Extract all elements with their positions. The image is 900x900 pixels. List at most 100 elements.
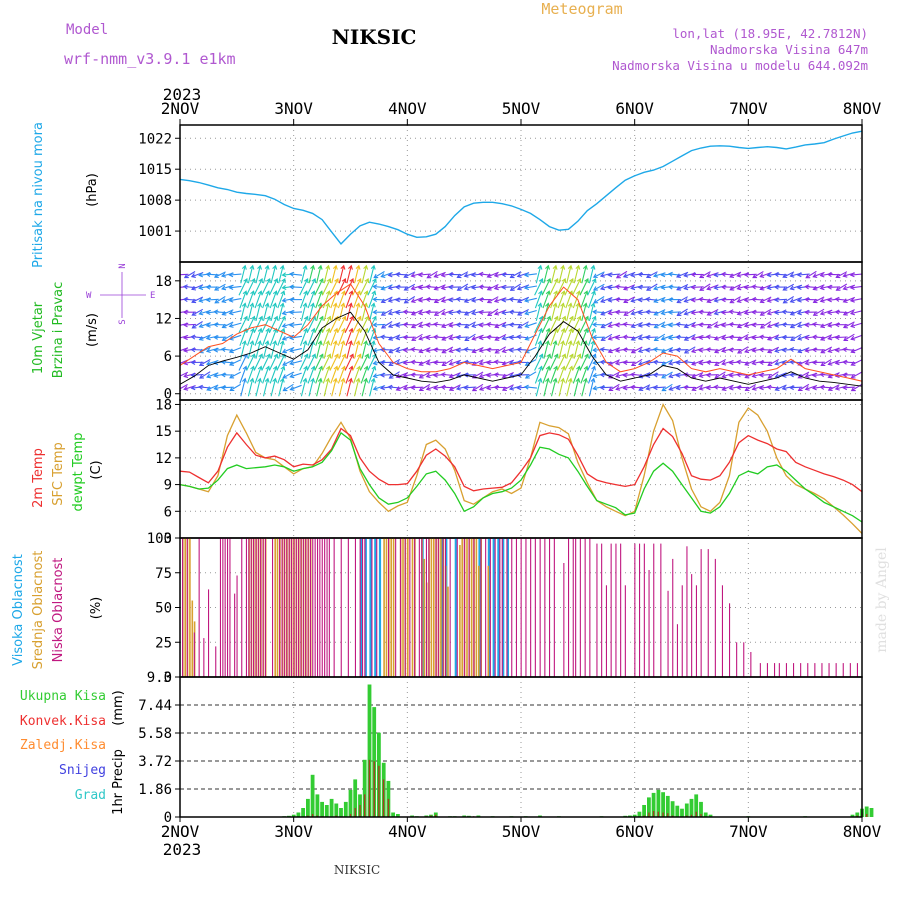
wind-arrow (737, 309, 749, 315)
low-cloud-bar (395, 538, 397, 677)
wind-arrow-head (849, 284, 855, 291)
wind-arrow-head (630, 372, 635, 378)
low-cloud-bar (198, 538, 200, 677)
wind-arrow-head (637, 271, 643, 278)
wind-arrow-head (264, 264, 270, 270)
wind-arrow (369, 340, 375, 359)
wind-arrow (180, 371, 189, 377)
wind-arrow-head (516, 385, 522, 391)
wind-arrow (542, 291, 550, 309)
wind-arrow (344, 316, 354, 334)
low-cloud-bar (807, 663, 809, 677)
wind-arrow-head (379, 385, 385, 391)
wind-arrow-head (281, 335, 287, 341)
wind-arrow-head (842, 298, 848, 304)
wind-arrow (299, 366, 308, 384)
wind-arrow-head (340, 302, 346, 308)
wind-arrow-head (842, 372, 847, 378)
wind-arrow-head (713, 272, 719, 278)
wind-arrow-head (683, 384, 688, 390)
wind-arrow-head (198, 297, 204, 303)
low-cloud-bar (575, 538, 577, 677)
wind-arrow-head (273, 353, 279, 359)
low-cloud-bar (326, 538, 328, 677)
wind-arrow (661, 359, 673, 366)
wind-arrow (714, 285, 727, 289)
wind-arrow-head (720, 322, 726, 328)
wind-arrow-head (198, 336, 204, 341)
wind-arrow-head (545, 365, 551, 371)
wind-arrow (572, 291, 581, 309)
wind-arrow-head (456, 273, 462, 279)
wind-arrow-head (774, 348, 780, 354)
low-cloud-bar (421, 538, 423, 677)
wind-arrow (229, 334, 242, 340)
wind-arrow-head (410, 372, 415, 378)
wind-arrow-head (441, 336, 447, 341)
wind-arrow-head (325, 340, 331, 346)
mid-cloud-bar (385, 538, 388, 677)
wind-arrow-head (683, 310, 689, 316)
total-precip-bar (864, 806, 869, 817)
wind-arrow-head (614, 322, 620, 328)
wind-arrow-head (370, 302, 376, 308)
wind-arrow (381, 284, 393, 290)
low-cloud-bar (691, 574, 693, 677)
wind-arrow-head (728, 372, 734, 378)
wind-arrow (262, 378, 269, 397)
wind-arrow (381, 321, 393, 329)
wind-arrow-head (668, 386, 674, 391)
wind-arrow-head (622, 273, 628, 278)
wind-arrow (510, 283, 522, 291)
wind-arrow-head (812, 285, 818, 291)
wind-arrow-head (827, 284, 832, 290)
wind-arrow (254, 291, 262, 309)
low-cloud-bar (549, 538, 551, 677)
wind-arrow (337, 278, 346, 296)
wind-arrow-head (811, 372, 817, 378)
wind-arrow-head (698, 360, 704, 366)
wind-arrow-head (493, 285, 499, 291)
wind-arrow-head (380, 273, 386, 278)
wind-arrow-head (789, 323, 795, 329)
wind-arrow (331, 265, 337, 284)
precip-ytick-label: 7.44 (138, 698, 172, 714)
wind-arrow-head (333, 290, 339, 296)
wind-arrow (588, 265, 595, 284)
wind-arrow-head (455, 385, 461, 391)
wind-arrow-head (797, 335, 803, 341)
wind-arrow-head (523, 285, 530, 291)
precip-ytick-label: 9.3 (147, 670, 172, 686)
wind-arrow-head (410, 272, 416, 278)
wind-arrow (322, 366, 330, 384)
bottom-date-label: 2NOV (161, 822, 200, 841)
wind-arrow (820, 334, 833, 341)
mid-cloud-bar (274, 538, 276, 677)
wind-arrow (851, 334, 862, 340)
wind-arrow (329, 316, 339, 334)
wind-arrow (745, 384, 757, 391)
wind-arrow-head (282, 361, 288, 366)
wind-arrow-head (622, 334, 628, 340)
wind-arrow-head (706, 323, 712, 329)
low-cloud-bar (347, 538, 349, 677)
wind-arrow-head (614, 335, 620, 341)
wind-arrow-head (348, 302, 353, 308)
wind-arrow (722, 384, 734, 391)
pressure-line (179, 130, 863, 245)
wind-arrow (509, 360, 522, 364)
wind-arrow-head (395, 297, 400, 303)
wind-arrow (556, 316, 566, 334)
wind-arrow (608, 383, 620, 391)
wind-arrow-head (683, 285, 689, 291)
cloud-ytick-label: 50 (155, 601, 172, 617)
wind-arrow-head (552, 264, 558, 270)
compass-e: E (150, 291, 155, 301)
wind-arrow (246, 278, 255, 296)
wind-arrow (646, 271, 658, 278)
wind-arrow-head (728, 360, 734, 366)
wind-arrow (676, 284, 689, 291)
wind-arrow-head (288, 297, 294, 303)
wind-arrow-head (834, 322, 840, 328)
